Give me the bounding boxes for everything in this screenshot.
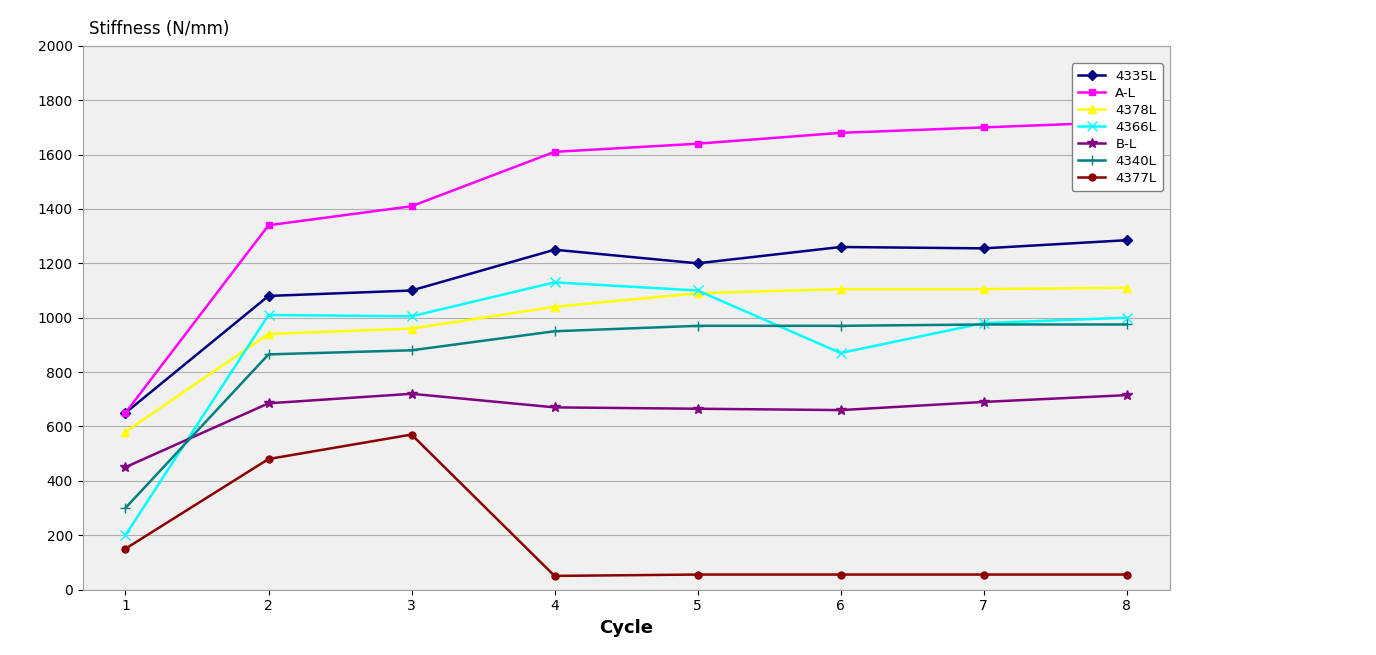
4378L — [689, 290, 706, 297]
A-L — [403, 202, 420, 210]
4366L — [403, 312, 420, 320]
Line: A-L: A-L — [122, 119, 1130, 417]
4377L — [689, 571, 706, 578]
4340L — [976, 320, 992, 328]
4335L — [546, 246, 563, 253]
4377L — [976, 571, 992, 578]
4366L — [832, 349, 849, 357]
A-L — [117, 409, 133, 417]
B-L — [546, 403, 563, 411]
Text: Stiffness (N/mm): Stiffness (N/mm) — [89, 20, 230, 37]
A-L — [260, 221, 277, 229]
A-L — [1119, 118, 1135, 126]
Line: 4378L: 4378L — [121, 284, 1131, 436]
X-axis label: Cycle: Cycle — [599, 619, 654, 637]
4377L — [403, 430, 420, 438]
B-L — [260, 400, 277, 407]
4378L — [832, 285, 849, 293]
4378L — [403, 325, 420, 333]
4335L — [689, 259, 706, 267]
4366L — [689, 287, 706, 295]
A-L — [689, 140, 706, 147]
4378L — [546, 303, 563, 310]
Legend: 4335L, A-L, 4378L, 4366L, B-L, 4340L, 4377L: 4335L, A-L, 4378L, 4366L, B-L, 4340L, 43… — [1072, 64, 1163, 191]
4340L — [117, 504, 133, 512]
4366L — [260, 311, 277, 319]
4377L — [117, 545, 133, 553]
Line: 4340L: 4340L — [121, 320, 1131, 513]
B-L — [832, 406, 849, 414]
4335L — [403, 287, 420, 295]
4377L — [260, 455, 277, 463]
4377L — [832, 571, 849, 578]
4366L — [546, 278, 563, 286]
4378L — [976, 285, 992, 293]
4377L — [1119, 571, 1135, 578]
4335L — [260, 292, 277, 300]
4340L — [1119, 320, 1135, 328]
A-L — [832, 129, 849, 137]
B-L — [1119, 391, 1135, 399]
4340L — [260, 350, 277, 358]
4366L — [976, 319, 992, 327]
4340L — [403, 346, 420, 354]
B-L — [689, 405, 706, 413]
Line: 4335L: 4335L — [122, 236, 1130, 417]
B-L — [976, 398, 992, 406]
A-L — [546, 148, 563, 156]
4335L — [117, 409, 133, 417]
4335L — [976, 244, 992, 252]
4340L — [546, 328, 563, 335]
Line: 4366L: 4366L — [121, 278, 1131, 540]
A-L — [976, 124, 992, 132]
4378L — [260, 330, 277, 338]
4377L — [546, 572, 563, 580]
4366L — [1119, 314, 1135, 322]
Line: 4377L: 4377L — [122, 431, 1130, 580]
B-L — [117, 463, 133, 471]
4335L — [832, 243, 849, 251]
4335L — [1119, 236, 1135, 244]
4378L — [1119, 284, 1135, 291]
4378L — [117, 428, 133, 436]
4340L — [832, 322, 849, 329]
4340L — [689, 322, 706, 329]
B-L — [403, 390, 420, 398]
Line: B-L: B-L — [121, 389, 1131, 472]
4366L — [117, 531, 133, 539]
